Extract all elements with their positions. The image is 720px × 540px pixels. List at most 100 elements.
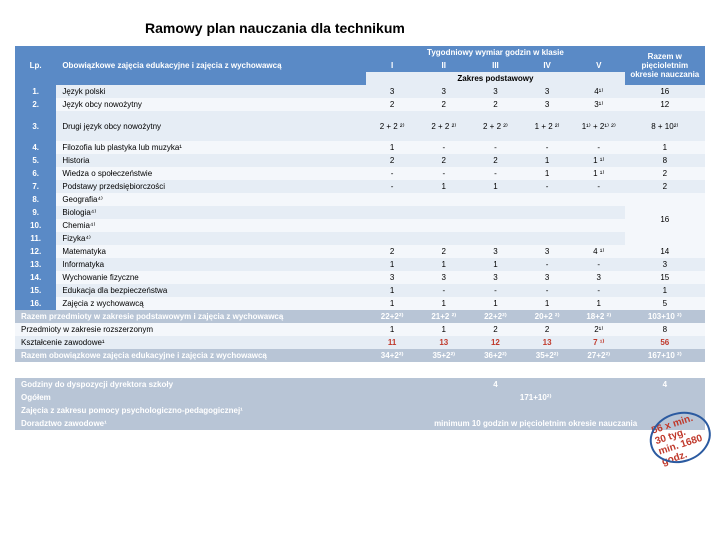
summary-name: Zajęcia z zakresu pomocy psychologiczno-… (15, 404, 366, 417)
cell-value (521, 206, 573, 219)
cell-value: - (418, 284, 470, 297)
cell-name: Historia (56, 154, 366, 167)
table-row: 16.Zajęcia z wychowawcą111115 (15, 297, 705, 310)
annotation-callout: 56 x min. 30 tyg. min. 1680 godz. (651, 412, 708, 468)
cell-value: - (470, 141, 522, 154)
cell-value: - (573, 258, 625, 271)
table-row: 11.Fizyka⁴⁾ (15, 232, 705, 245)
cell-name: Chemia⁴⁾ (56, 219, 366, 232)
summary-value: 11 (366, 336, 418, 349)
cell-value: 1 (366, 297, 418, 310)
col-III: III (470, 59, 522, 72)
table-row: 2.Język obcy nowożytny22233¹⁾12 (15, 98, 705, 111)
summary-sum: 8 (625, 323, 705, 336)
table-row: 3.Drugi język obcy nowożytny2 + 2 ²⁾2 + … (15, 111, 705, 141)
summary-row: Razem obowiązkowe zajęcia edukacyjne i z… (15, 349, 705, 362)
summary-name: Razem obowiązkowe zajęcia edukacyjne i z… (15, 349, 366, 362)
cell-lp: 15. (15, 284, 56, 297)
cell-lp: 16. (15, 297, 56, 310)
cell-sum: 15 (625, 271, 705, 284)
summary-row: Kształcenie zawodowe¹111312137 ¹⁾56 (15, 336, 705, 349)
cell-value (418, 232, 470, 245)
summary-value: 35+2²⁾ (418, 349, 470, 362)
cell-value: 1 (573, 297, 625, 310)
cell-value: 3 (521, 85, 573, 98)
cell-name: Zajęcia z wychowawcą (56, 297, 366, 310)
col-I: I (366, 59, 418, 72)
cell-value: - (418, 167, 470, 180)
summary-value: 27+2²⁾ (573, 349, 625, 362)
cell-value: - (573, 141, 625, 154)
col-V: V (573, 59, 625, 72)
cell-value: 1 ¹⁾ (573, 167, 625, 180)
cell-value: 1 (521, 167, 573, 180)
cell-name: Edukacja dla bezpieczeństwa (56, 284, 366, 297)
cell-value: - (521, 258, 573, 271)
cell-lp: 11. (15, 232, 56, 245)
cell-group-sum: 16 (625, 193, 705, 245)
cell-value: 1 (521, 154, 573, 167)
cell-value: 2 (418, 245, 470, 258)
summary-name: Przedmioty w zakresie rozszerzonym (15, 323, 366, 336)
cell-value: 1 + 2 ²⁾ (521, 111, 573, 141)
cell-value: 1 (418, 258, 470, 271)
summary-value: 36+2²⁾ (470, 349, 522, 362)
summary-value: 7 ¹⁾ (573, 336, 625, 349)
cell-value (366, 232, 418, 245)
cell-value: 1 (366, 141, 418, 154)
cell-value: - (418, 141, 470, 154)
cell-value (573, 206, 625, 219)
summary-name: Godziny do dyspozycji dyrektora szkoły (15, 378, 366, 391)
cell-lp: 5. (15, 154, 56, 167)
cell-lp: 9. (15, 206, 56, 219)
cell-sum: 8 + 10²⁾ (625, 111, 705, 141)
table-row: 6.Wiedza o społeczeństwie---11 ¹⁾2 (15, 167, 705, 180)
cell-value: - (573, 180, 625, 193)
cell-lp: 1. (15, 85, 56, 98)
summary-row: Razem przedmioty w zakresie podstawowym … (15, 310, 705, 323)
cell-value: 1 (521, 297, 573, 310)
cell-sum: 8 (625, 154, 705, 167)
cell-name: Drugi język obcy nowożytny (56, 111, 366, 141)
summary-value: 1 (418, 323, 470, 336)
cell-value: - (470, 167, 522, 180)
cell-value: 3 (418, 85, 470, 98)
cell-value (573, 232, 625, 245)
cell-lp: 14. (15, 271, 56, 284)
cell-name: Wiedza o społeczeństwie (56, 167, 366, 180)
cell-value: - (521, 284, 573, 297)
cell-value (470, 219, 522, 232)
summary-value: 18+2 ²⁾ (573, 310, 625, 323)
summary-row: Zajęcia z zakresu pomocy psychologiczno-… (15, 404, 705, 417)
table-row: 9.Biologia⁴⁾ (15, 206, 705, 219)
cell-value: 2 + 2 ²⁾ (418, 111, 470, 141)
cell-value: 3 (470, 85, 522, 98)
cell-value: 2 + 2 ²⁾ (366, 111, 418, 141)
cell-name: Język polski (56, 85, 366, 98)
cell-value (521, 193, 573, 206)
summary-value: 2¹⁾ (573, 323, 625, 336)
summary-row: Ogółem171+10²⁾ (15, 391, 705, 404)
cell-value: 3 (521, 98, 573, 111)
cell-value: 1 (470, 297, 522, 310)
cell-value: 1 ¹⁾ (573, 154, 625, 167)
cell-value: 1¹⁾ + 2¹⁾ ²⁾ (573, 111, 625, 141)
cell-name: Język obcy nowożytny (56, 98, 366, 111)
cell-value: 2 (470, 98, 522, 111)
cell-lp: 3. (15, 111, 56, 141)
cell-lp: 13. (15, 258, 56, 271)
cell-value: 1 (470, 258, 522, 271)
col-II: II (418, 59, 470, 72)
cell-value (573, 193, 625, 206)
cell-value: 1 (418, 297, 470, 310)
cell-value: 2 (366, 154, 418, 167)
cell-value (418, 193, 470, 206)
cell-value: 3¹⁾ (573, 98, 625, 111)
cell-value: - (521, 180, 573, 193)
cell-lp: 2. (15, 98, 56, 111)
summary-value: 22+2²⁾ (366, 310, 418, 323)
col-total: Razem w pięcioletnim okresie nauczania (625, 46, 705, 85)
cell-value (418, 219, 470, 232)
summary-value: 13 (418, 336, 470, 349)
cell-value (573, 219, 625, 232)
